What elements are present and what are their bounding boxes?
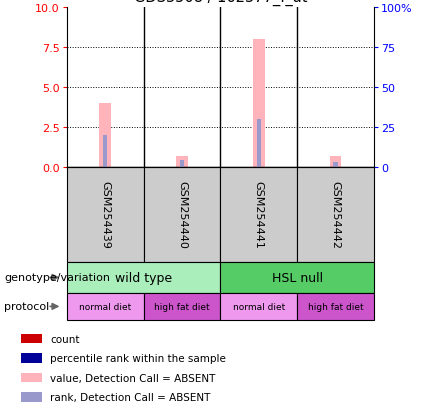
Bar xyxy=(67,167,144,262)
Title: GDS3508 / 162377_f_at: GDS3508 / 162377_f_at xyxy=(134,0,307,5)
Text: normal diet: normal diet xyxy=(233,302,285,311)
Bar xyxy=(221,262,374,293)
Bar xyxy=(253,40,264,167)
Text: GSM254439: GSM254439 xyxy=(100,181,110,249)
Bar xyxy=(333,162,338,167)
Text: genotype/variation: genotype/variation xyxy=(4,273,111,283)
Text: GSM254441: GSM254441 xyxy=(254,181,264,249)
Bar xyxy=(21,392,42,402)
Bar xyxy=(221,167,297,262)
Text: percentile rank within the sample: percentile rank within the sample xyxy=(50,353,226,363)
Text: GSM254442: GSM254442 xyxy=(331,181,341,249)
Bar xyxy=(221,293,297,320)
Text: normal diet: normal diet xyxy=(79,302,131,311)
Text: count: count xyxy=(50,334,80,344)
Bar xyxy=(297,167,374,262)
Bar xyxy=(144,167,221,262)
Bar xyxy=(257,120,261,167)
Bar xyxy=(297,293,374,320)
Text: high fat diet: high fat diet xyxy=(308,302,363,311)
Bar xyxy=(330,157,341,167)
Bar xyxy=(180,161,184,167)
Text: GSM254440: GSM254440 xyxy=(177,181,187,249)
Bar xyxy=(21,373,42,382)
Bar xyxy=(144,293,221,320)
Text: high fat diet: high fat diet xyxy=(154,302,210,311)
Bar xyxy=(99,104,111,167)
Bar xyxy=(67,293,144,320)
Text: HSL null: HSL null xyxy=(272,271,323,284)
Bar xyxy=(21,334,42,343)
Bar xyxy=(67,262,221,293)
Text: protocol: protocol xyxy=(4,301,49,312)
Text: rank, Detection Call = ABSENT: rank, Detection Call = ABSENT xyxy=(50,392,210,402)
Text: wild type: wild type xyxy=(115,271,172,284)
Bar xyxy=(21,354,42,363)
Bar xyxy=(176,156,188,167)
Bar xyxy=(103,135,108,167)
Text: value, Detection Call = ABSENT: value, Detection Call = ABSENT xyxy=(50,373,215,382)
